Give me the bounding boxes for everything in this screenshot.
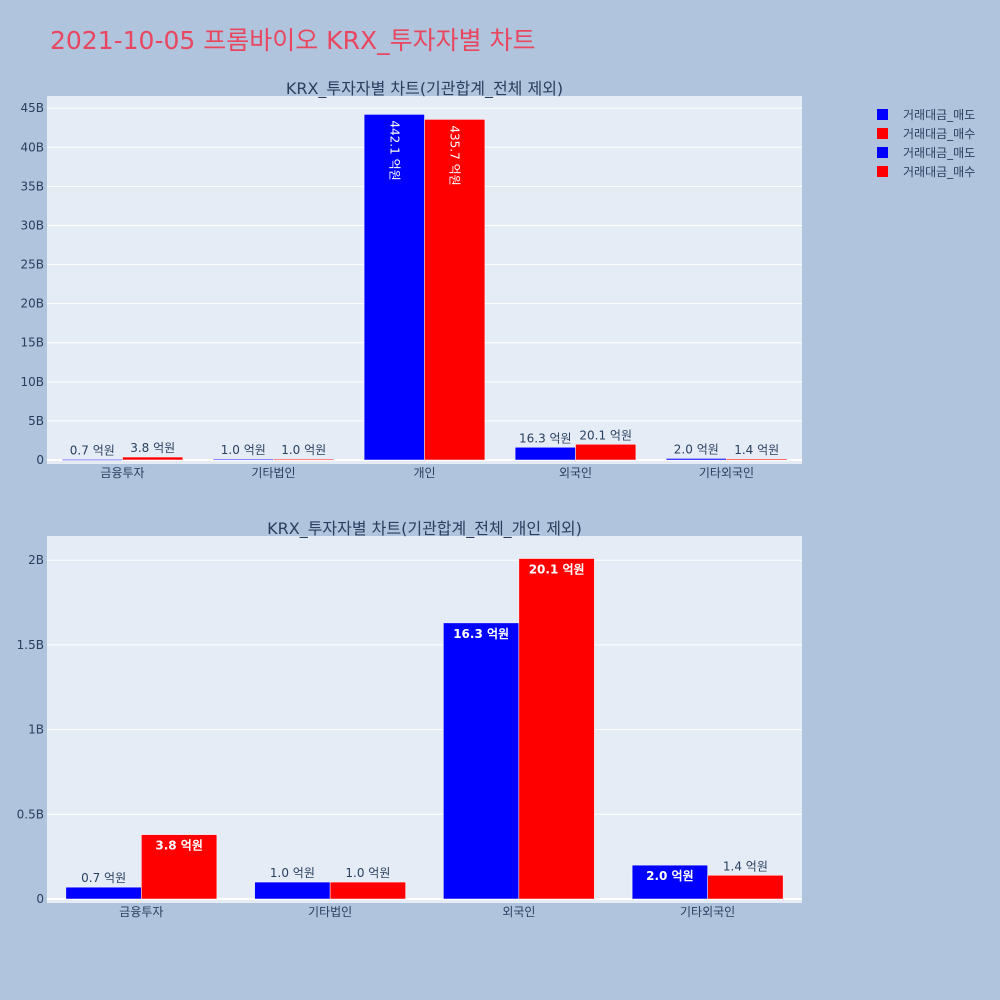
- bar[interactable]: [273, 458, 335, 461]
- data-label: 1.4 억원: [723, 859, 768, 873]
- bar[interactable]: [443, 622, 520, 900]
- data-label: 2.0 억원: [674, 442, 719, 456]
- data-label: 20.1 억원: [529, 563, 585, 577]
- y-tick-label: 30B: [20, 218, 44, 232]
- data-label: 0.7 억원: [70, 443, 115, 457]
- chart-title: KRX_투자자별 차트(기관합계_전체 제외): [286, 79, 563, 99]
- page-title: 2021-10-05 프롬바이오 KRX_투자자별 차트: [50, 26, 536, 55]
- legend-label[interactable]: 거래대금_매도: [903, 146, 975, 160]
- chart-title: KRX_투자자별 차트(기관합계_전체_개인 제외): [267, 519, 582, 539]
- bar[interactable]: [575, 444, 637, 461]
- bar[interactable]: [518, 558, 595, 900]
- bar[interactable]: [65, 886, 142, 900]
- y-tick-label: 45B: [20, 101, 44, 115]
- legend-label[interactable]: 거래대금_매수: [903, 165, 975, 179]
- data-label: 1.0 억원: [270, 866, 315, 880]
- y-tick-label: 35B: [20, 179, 44, 193]
- y-tick-label: 10B: [20, 375, 44, 389]
- x-tick-label: 기타법인: [308, 905, 352, 919]
- data-label: 1.4 억원: [734, 443, 779, 457]
- y-tick-label: 0: [36, 892, 44, 906]
- y-tick-label: 1.5B: [17, 638, 44, 652]
- bar[interactable]: [726, 458, 788, 461]
- x-tick-label: 기타외국인: [699, 466, 754, 480]
- y-tick-label: 0: [36, 453, 44, 467]
- data-label: 3.8 억원: [130, 441, 175, 455]
- data-label: 3.8 억원: [155, 839, 203, 853]
- data-label: 442.1 억원: [387, 120, 401, 180]
- legend-label[interactable]: 거래대금_매수: [903, 127, 975, 141]
- data-label: 16.3 억원: [519, 431, 572, 445]
- y-tick-label: 40B: [20, 140, 44, 154]
- y-tick-label: 5B: [28, 414, 44, 428]
- legend-label[interactable]: 거래대금_매도: [903, 108, 975, 122]
- bar[interactable]: [329, 881, 406, 900]
- bar[interactable]: [631, 864, 708, 900]
- chart-top: 0 5B 10B 15B 20B 25B 30B 35B 40B 45B KRX_투자자별 차트(기…: [20, 79, 802, 480]
- bar[interactable]: [122, 456, 184, 461]
- x-tick-label: 금융투자: [119, 905, 163, 919]
- bar[interactable]: [363, 114, 425, 461]
- x-tick-label: 외국인: [559, 466, 592, 480]
- legend-swatch[interactable]: [877, 109, 888, 120]
- bar[interactable]: [707, 875, 784, 900]
- data-label: 1.0 억원: [221, 443, 266, 457]
- bar[interactable]: [514, 447, 576, 461]
- data-label: 435.7 억원: [448, 125, 462, 185]
- legend-swatch[interactable]: [877, 147, 888, 158]
- x-tick-label: 기타외국인: [680, 905, 735, 919]
- bar[interactable]: [424, 119, 486, 461]
- x-tick-label: 기타법인: [251, 466, 295, 480]
- data-label: 16.3 억원: [453, 627, 509, 641]
- bar[interactable]: [141, 834, 218, 900]
- data-label: 2.0 억원: [646, 869, 694, 883]
- y-tick-label: 20B: [20, 297, 44, 311]
- data-label: 20.1 억원: [579, 428, 632, 442]
- legend-swatch[interactable]: [877, 166, 888, 177]
- bar[interactable]: [61, 459, 123, 461]
- bar[interactable]: [665, 458, 727, 461]
- bar[interactable]: [254, 881, 331, 900]
- y-tick-label: 1B: [28, 723, 44, 737]
- data-label: 1.0 억원: [281, 443, 326, 457]
- y-tick-label: 25B: [20, 258, 44, 272]
- x-tick-label: 외국인: [502, 905, 535, 919]
- x-tick-label: 금융투자: [100, 466, 144, 480]
- y-tick-label: 15B: [20, 336, 44, 350]
- chart-bottom: 0 0.5B 1B 1.5B 2B KRX_투자자별 차트(기관합계_전체_개인 제외) 금…: [17, 519, 802, 919]
- y-tick-label: 2B: [28, 553, 44, 567]
- bar[interactable]: [212, 458, 274, 461]
- y-tick-label: 0.5B: [17, 807, 44, 821]
- x-tick-label: 개인: [413, 466, 435, 480]
- data-label: 1.0 억원: [345, 866, 390, 880]
- legend-swatch[interactable]: [877, 128, 888, 139]
- data-label: 0.7 억원: [81, 871, 126, 885]
